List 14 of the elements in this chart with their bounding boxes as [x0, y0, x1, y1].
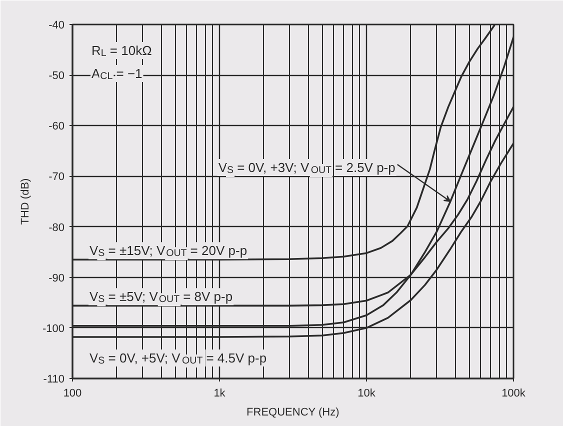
x-axis-title: FREQUENCY (Hz)	[246, 406, 340, 418]
x-tick-label: 100k	[502, 388, 526, 400]
y-tick-label: -40	[48, 20, 65, 32]
y-tick-label: -110	[43, 374, 65, 386]
y-tick-label: -60	[48, 120, 65, 133]
y-tick-label: -100	[42, 322, 65, 335]
y-tick-label: -70	[48, 171, 65, 184]
y-axis-title: THD (dB)	[19, 178, 32, 225]
x-tick-label: 1k	[214, 388, 226, 400]
y-tick-label: -90	[48, 272, 65, 284]
y-tick-label: -80	[48, 222, 65, 234]
x-tick-label: 10k	[358, 388, 376, 400]
x-tick-label: 100	[63, 388, 82, 400]
y-tick-label: -50	[48, 70, 65, 82]
